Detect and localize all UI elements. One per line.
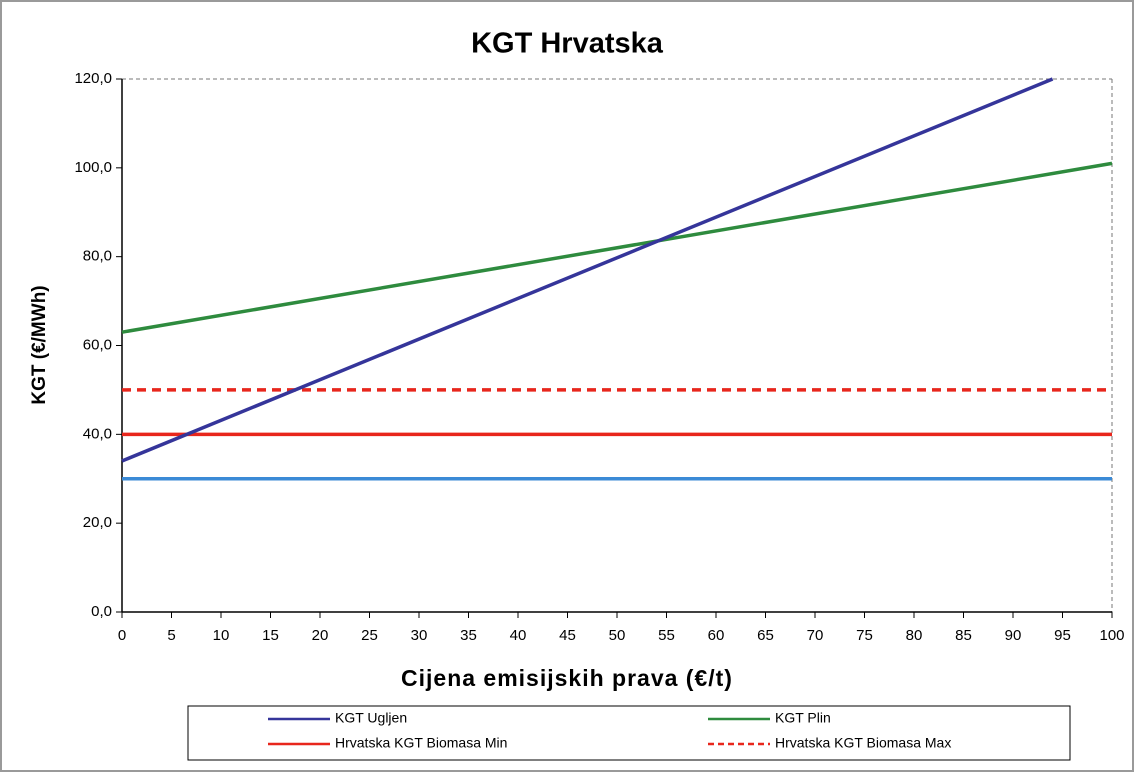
legend-label: Hrvatska KGT Biomasa Max <box>775 735 951 751</box>
x-tick-label: 15 <box>262 627 279 644</box>
x-axis-label: Cijena emisijskih prava (€/t) <box>401 665 733 691</box>
x-tick-label: 70 <box>807 627 824 644</box>
x-tick-label: 25 <box>361 627 378 644</box>
legend <box>187 705 1071 761</box>
x-tick-label: 20 <box>312 627 329 644</box>
x-tick-label: 60 <box>708 627 725 644</box>
legend-label: KGT Plin <box>775 710 831 726</box>
y-tick-label: 0,0 <box>91 603 112 620</box>
x-tick-label: 50 <box>609 627 626 644</box>
x-tick-label: 65 <box>757 627 774 644</box>
series-line <box>121 77 1054 463</box>
x-tick-label: 10 <box>213 627 230 644</box>
legend-label: Hrvatska KGT Biomasa Min <box>335 735 507 751</box>
x-tick-label: 80 <box>906 627 923 644</box>
x-tick-label: 45 <box>559 627 576 644</box>
series-line <box>121 161 1113 334</box>
y-tick-label: 100,0 <box>74 159 112 176</box>
legend-label: KGT Ugljen <box>335 710 407 726</box>
x-tick-label: 75 <box>856 627 873 644</box>
x-tick-label: 30 <box>411 627 428 644</box>
x-tick-label: 85 <box>955 627 972 644</box>
y-axis-label: KGT (€/MWh) <box>29 285 50 404</box>
y-tick-label: 60,0 <box>83 336 112 353</box>
x-tick-label: 0 <box>118 627 126 644</box>
y-tick-label: 120,0 <box>74 70 112 87</box>
x-tick-label: 55 <box>658 627 675 644</box>
y-tick-label: 40,0 <box>83 425 112 442</box>
x-tick-label: 90 <box>1005 627 1022 644</box>
y-tick-label: 80,0 <box>83 248 112 265</box>
x-tick-label: 40 <box>510 627 527 644</box>
chart-title: KGT Hrvatska <box>471 28 664 60</box>
x-tick-label: 95 <box>1054 627 1071 644</box>
x-tick-label: 100 <box>1099 627 1124 644</box>
y-tick-label: 20,0 <box>83 514 112 531</box>
x-tick-label: 35 <box>460 627 477 644</box>
x-tick-label: 5 <box>167 627 175 644</box>
